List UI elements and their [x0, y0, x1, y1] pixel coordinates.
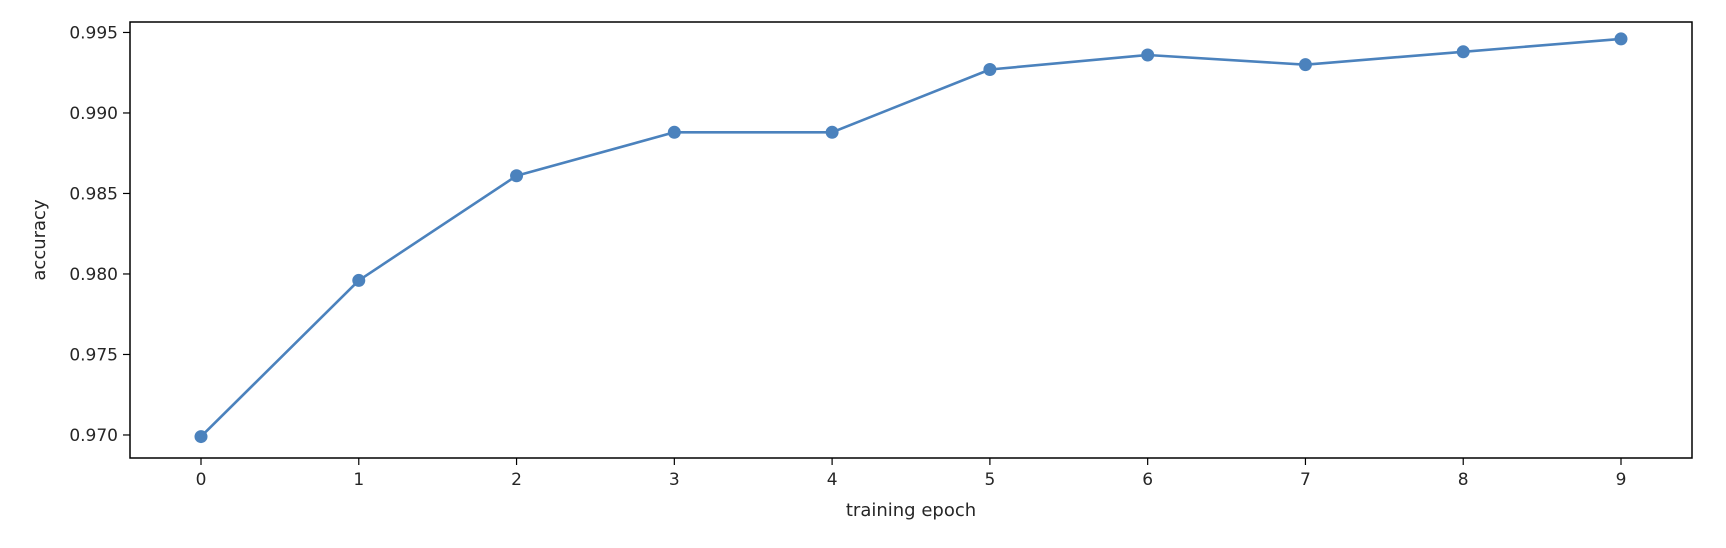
x-tick-label: 5: [984, 470, 995, 490]
data-point: [510, 169, 524, 183]
y-tick-label: 0.990: [69, 104, 118, 124]
x-tick-label: 9: [1616, 470, 1627, 490]
series-line: [199, 37, 1623, 438]
data-point: [1456, 45, 1470, 59]
x-axis-ticks: 0 1 2 3 4 5 6 7 8 9: [196, 458, 1627, 490]
x-tick-label: 3: [669, 470, 680, 490]
y-tick-label: 0.970: [69, 426, 118, 446]
x-axis-title: training epoch: [846, 500, 976, 521]
x-tick-label: 7: [1300, 470, 1311, 490]
y-tick-label: 0.985: [69, 184, 118, 204]
x-tick-label: 4: [827, 470, 838, 490]
data-point: [1298, 58, 1312, 72]
data-point: [983, 63, 997, 76]
y-axis-ticks: 0.970 0.975 0.980 0.985 0.990 0.995: [69, 23, 130, 446]
y-axis-title: accuracy: [29, 199, 50, 281]
data-point: [825, 125, 839, 139]
x-tick-label: 0: [196, 470, 207, 490]
y-tick-label: 0.980: [69, 265, 118, 285]
x-tick-label: 2: [511, 470, 522, 490]
data-point: [1614, 32, 1628, 46]
data-point: [1141, 48, 1155, 62]
y-tick-label: 0.975: [69, 345, 118, 365]
series-layer: [194, 32, 1628, 444]
x-tick-label: 1: [353, 470, 364, 490]
axes: 0.970 0.975 0.980 0.985 0.990 0.995 0 1 2 3 4 5 6 7 8…: [69, 21, 1693, 490]
data-point: [352, 273, 366, 287]
x-tick-label: 6: [1142, 470, 1153, 490]
y-tick-label: 0.995: [69, 23, 118, 43]
x-tick-label: 8: [1458, 470, 1469, 490]
data-point: [194, 430, 208, 444]
plot-frame: [129, 21, 1693, 459]
data-point: [667, 125, 681, 139]
